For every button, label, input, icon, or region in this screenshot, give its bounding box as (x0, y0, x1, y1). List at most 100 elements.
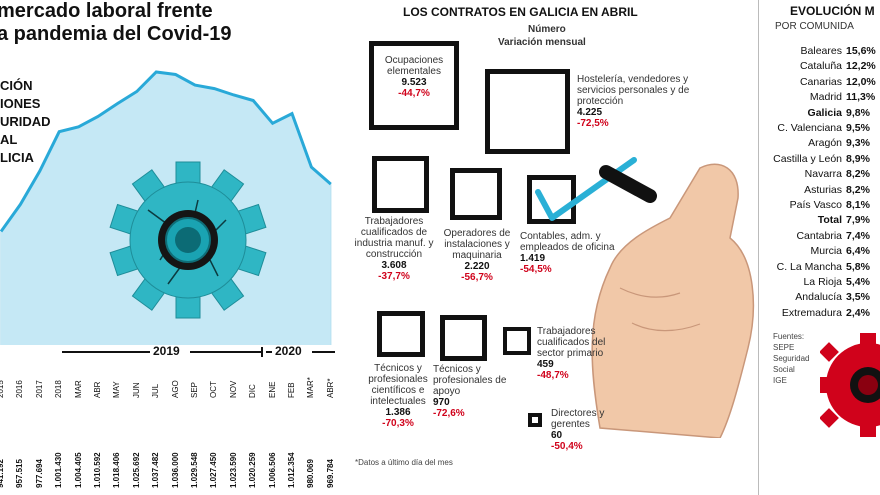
side-label-3: URIDAD (0, 114, 51, 129)
x-label: ENE (267, 381, 277, 398)
region-value: 6,4% (846, 245, 870, 258)
item-6-label: Técnicos y profesionales de apoyo (433, 364, 507, 397)
source-sepe: SEPE (773, 343, 795, 352)
item-7-label: Trabajadores cualificados del sector pri… (537, 326, 606, 359)
item-3-number: 2.220 (464, 261, 490, 272)
broken-gear-icon (109, 161, 267, 319)
x-label: 2016 (15, 380, 25, 398)
item-2-label: Trabajadores cualificados de industria m… (354, 216, 434, 260)
source-ige: IGE (773, 376, 787, 385)
item-1: Hostelería, vendedores y servicios perso… (577, 74, 707, 129)
value-label: 1.037.482 (151, 452, 161, 488)
region-value: 8,2% (846, 183, 870, 196)
center-title: LOS CONTRATOS EN GALICIA EN ABRIL (403, 5, 638, 19)
side-label-1: CIÓN (0, 78, 33, 93)
item-0-number: 9.523 (401, 77, 427, 88)
affiliation-chart (0, 70, 335, 357)
region-name: Total (817, 214, 842, 227)
region-name: La Rioja (803, 276, 842, 288)
region-name: Cataluña (799, 60, 842, 73)
value-label: 1.029.548 (190, 452, 199, 488)
region-value: 3,5% (846, 291, 870, 304)
value-label: 1.036.000 (170, 452, 180, 488)
region-name: Asturias (804, 183, 842, 196)
source-seguridad: Seguridad (773, 354, 810, 363)
region-name: Canarias (799, 75, 842, 88)
region-name: Aragón (808, 137, 842, 150)
region-value: 12,0% (846, 75, 876, 88)
item-5-pct: -70,3% (382, 418, 414, 429)
item-3-pct: -56,7% (461, 272, 493, 283)
box-industria (372, 156, 429, 213)
region-value: 8,1% (846, 199, 870, 211)
item-0: Ocupaciones elementales 9.523 -44,7% (374, 55, 454, 99)
box-ocupaciones-elementales (369, 41, 459, 130)
red-gear-icon (820, 333, 880, 437)
value-label: 941.192 (0, 459, 5, 488)
divider (758, 0, 759, 495)
item-4: Contables, adm. y empleados de oficina 1… (520, 231, 620, 275)
x-label: JUN (131, 382, 141, 398)
sources: Fuentes: SEPE Seguridad Social IGE (773, 331, 809, 386)
chart-line (0, 70, 332, 233)
region-value: 2,4% (846, 306, 870, 319)
box-directores (528, 413, 542, 427)
value-label: 1.010.592 (93, 452, 102, 488)
item-1-pct: -72,5% (577, 118, 609, 129)
item-7: Trabajadores cualificados del sector pri… (537, 326, 627, 381)
x-label: 2015 (0, 380, 5, 398)
value-label: 1.027.450 (209, 452, 219, 488)
box-hosteleria (485, 69, 570, 154)
value-label: 1.006.506 (267, 452, 277, 488)
x-label: ABR (93, 381, 102, 398)
box-tecnicos-cientificos (377, 311, 425, 357)
region-value: 7,9% (846, 214, 870, 227)
title-line-1: mercado laboral frente (0, 0, 213, 22)
value-label: 1.018.406 (112, 452, 122, 488)
region-name: Baleares (800, 45, 842, 57)
item-8-pct: -50,4% (551, 441, 583, 452)
x-label: JUL (151, 383, 161, 398)
item-4-label: Contables, adm. y empleados de oficina (520, 231, 615, 253)
x-label: FEB (287, 382, 296, 398)
region-name: C. Valenciana (777, 122, 842, 134)
value-label: 1.023.590 (228, 452, 238, 488)
region-value: 9,8% (846, 106, 870, 119)
region-value: 5,4% (846, 276, 870, 288)
region-name: Murcia (810, 245, 842, 258)
right-title: EVOLUCIÓN M (790, 4, 875, 18)
value-label: 980.069 (306, 459, 316, 488)
side-label-4: AL (0, 132, 18, 147)
box-tecnicos-apoyo (440, 315, 487, 361)
source-social: Social (773, 365, 795, 374)
region-name: Cantabria (796, 229, 842, 242)
item-6-number: 970 (433, 397, 450, 408)
value-label: 957.515 (15, 459, 25, 488)
item-7-number: 459 (537, 359, 554, 370)
value-label: 1.012.354 (287, 452, 296, 488)
sources-label: Fuentes: (773, 332, 805, 341)
hand-with-marker-icon (591, 163, 755, 438)
region-value: 7,4% (846, 229, 870, 242)
value-label: 1.025.692 (131, 452, 141, 488)
item-8: Directores y gerentes 60 -50,4% (551, 408, 631, 452)
title-line-2: a pandemia del Covid-19 (0, 23, 232, 45)
x-label: DIC (248, 384, 258, 398)
region-name: Galicia (807, 106, 842, 119)
value-label: 1.001.430 (54, 452, 64, 488)
item-2: Trabajadores cualificados de industria m… (348, 216, 440, 282)
item-6-pct: -72,6% (433, 408, 465, 419)
year-2020-label: 2020 (275, 344, 302, 358)
item-1-number: 4.225 (577, 107, 603, 118)
item-2-pct: -37,7% (378, 271, 410, 282)
item-1-label: Hostelería, vendedores y servicios perso… (577, 74, 690, 107)
region-value: 5,8% (846, 260, 870, 273)
region-value: 9,3% (846, 137, 870, 150)
region-name: Andalucía (795, 291, 842, 304)
value-label: 1.020.259 (248, 452, 258, 488)
x-label: 2018 (54, 380, 64, 398)
item-2-number: 3.608 (381, 260, 407, 271)
region-value: 8,2% (846, 168, 870, 181)
region-value: 15,6% (846, 45, 876, 57)
